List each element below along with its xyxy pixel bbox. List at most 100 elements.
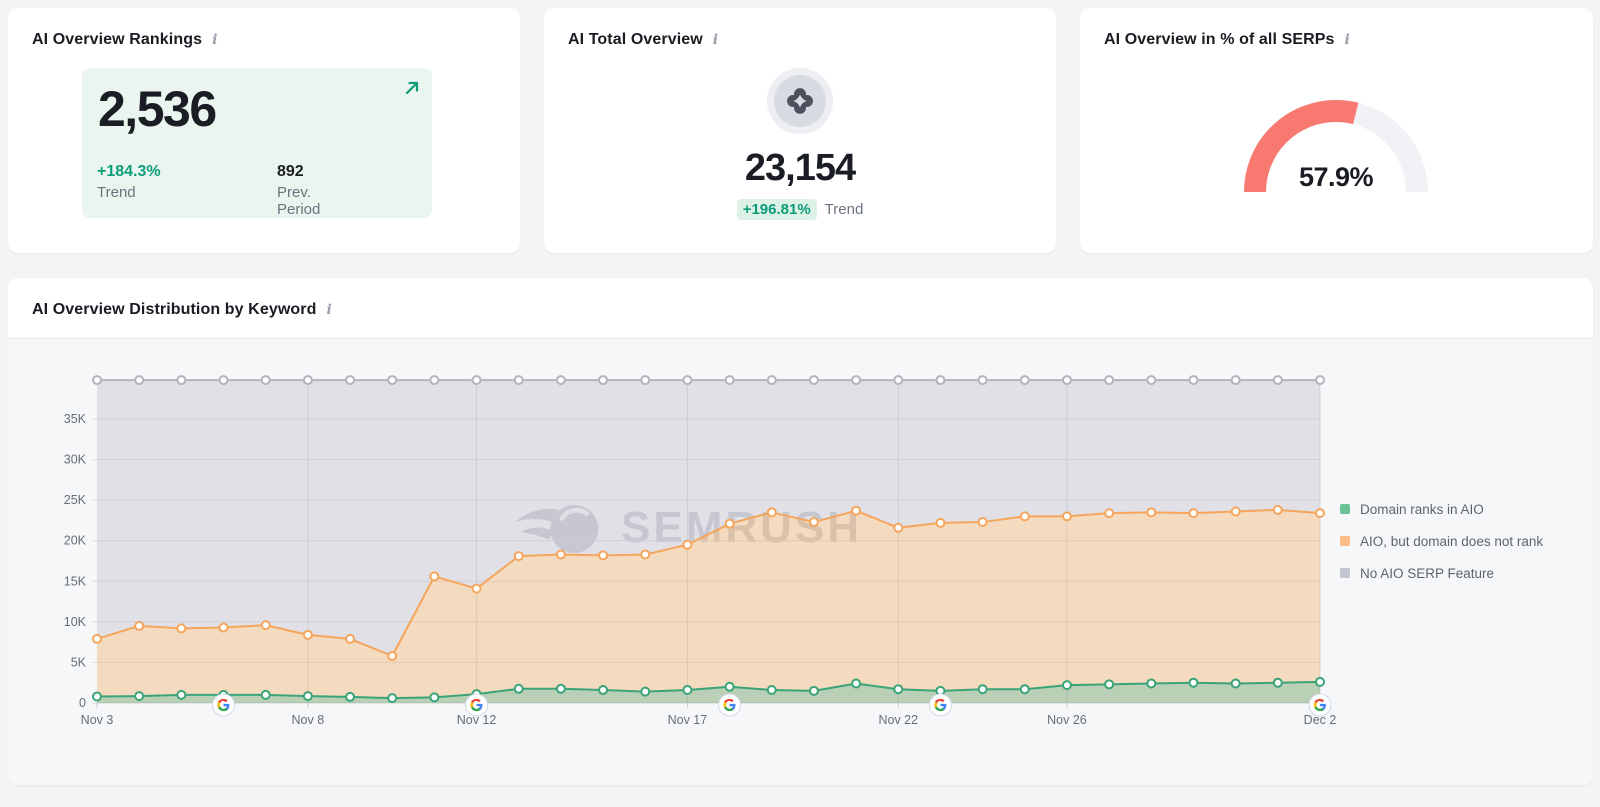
- data-point-marker: [682, 539, 693, 550]
- google-g-icon: [217, 698, 230, 712]
- prev-period-label: Prev. Period: [277, 184, 321, 218]
- area-bands: [97, 380, 1320, 703]
- data-point-marker: [893, 684, 904, 695]
- data-point-marker: [851, 505, 862, 516]
- data-point-marker: [977, 517, 988, 528]
- google-update-badge[interactable]: [212, 693, 236, 717]
- google-update-badge[interactable]: [465, 693, 489, 717]
- info-icon[interactable]: i: [212, 32, 218, 48]
- band-domain-ranks: [97, 681, 1320, 703]
- card-title: AI Overview Distribution by Keyword: [32, 301, 317, 318]
- legend-item[interactable]: AIO, but domain does not rank: [1340, 531, 1543, 551]
- info-icon[interactable]: i: [712, 32, 719, 48]
- data-point-marker: [513, 683, 524, 694]
- trend-label: Trend: [97, 184, 136, 201]
- data-point-marker: [1315, 676, 1325, 687]
- data-point-marker: [1061, 375, 1072, 386]
- google-update-badge[interactable]: [718, 693, 742, 717]
- data-point-marker: [345, 375, 356, 386]
- data-point-marker: [302, 629, 313, 640]
- rankings-highlight-box[interactable]: 2,536 +184.3% Trend 892 Prev. Period: [82, 68, 432, 218]
- y-tick-label: 15K: [64, 574, 87, 588]
- serps-gauge: 57.9%: [1236, 92, 1436, 204]
- x-tick-label: Nov 17: [668, 713, 708, 727]
- data-point-marker: [429, 692, 440, 703]
- data-point-marker: [513, 375, 524, 386]
- data-point-marker: [851, 375, 862, 386]
- google-update-badge[interactable]: [1308, 693, 1332, 717]
- x-tick-label: Nov 22: [878, 713, 918, 727]
- data-point-marker: [640, 686, 651, 697]
- y-tick-label: 0: [79, 696, 86, 710]
- x-tick-label: Nov 12: [457, 713, 497, 727]
- data-point-marker: [640, 375, 651, 386]
- prev-period-stat: 892 Prev. Period: [277, 163, 320, 218]
- y-tick-label: 10K: [64, 615, 87, 629]
- data-point-marker: [92, 375, 102, 386]
- legend-item[interactable]: No AIO SERP Feature: [1340, 563, 1543, 583]
- data-point-marker: [1230, 506, 1241, 517]
- prev-period-value: 892: [277, 163, 304, 180]
- data-point-marker: [724, 518, 735, 529]
- legend-label: No AIO SERP Feature: [1360, 565, 1495, 581]
- data-point-marker: [1019, 684, 1030, 695]
- legend-item[interactable]: Domain ranks in AIO: [1340, 499, 1543, 519]
- data-point-marker: [598, 375, 609, 386]
- data-point-marker: [134, 691, 145, 702]
- gauge-arc: [1244, 100, 1428, 193]
- card-title: AI Overview Rankings: [32, 31, 203, 48]
- data-point-marker: [345, 691, 356, 702]
- data-point-marker: [176, 689, 187, 700]
- data-point-marker: [513, 551, 524, 562]
- data-point-marker: [724, 681, 735, 692]
- data-point-marker: [1230, 678, 1241, 689]
- ai-sparkle-badge-inner: [774, 75, 826, 127]
- google-update-badge[interactable]: [928, 693, 952, 717]
- total-value: 23,154: [744, 147, 856, 189]
- data-point-marker: [1061, 511, 1072, 522]
- data-point-marker: [1188, 508, 1199, 519]
- data-point-marker: [977, 684, 988, 695]
- data-point-marker: [387, 650, 398, 661]
- data-point-marker: [808, 517, 819, 528]
- data-point-marker: [555, 549, 566, 560]
- data-point-marker: [1272, 375, 1283, 386]
- data-point-marker: [766, 685, 777, 696]
- legend-swatch: [1340, 568, 1350, 578]
- chart-panel: SEMRUSH 0 5K 10K 15K 20K 25K 30K 35K Nov 3 Nov 8 N…: [8, 339, 1593, 785]
- y-tick-label: 25K: [64, 493, 87, 507]
- info-icon[interactable]: i: [1344, 32, 1350, 48]
- data-point-marker: [1230, 375, 1241, 386]
- semrush-watermark-text: SEMRUSH: [621, 503, 862, 553]
- data-point-marker: [977, 375, 988, 386]
- data-point-marker: [766, 507, 777, 518]
- total-trend-row: +196.81% Trend: [736, 199, 863, 220]
- data-point-marker: [176, 375, 187, 386]
- data-point-marker: [429, 375, 440, 386]
- line-no-aio: [92, 375, 1325, 386]
- band-no-aio: [97, 380, 1320, 656]
- data-point-marker: [935, 375, 946, 386]
- data-point-marker: [218, 375, 229, 386]
- trend-badge: +196.81%: [736, 199, 817, 220]
- data-point-marker: [92, 633, 102, 644]
- card-ai-overview-percent-serps: AI Overview in % of all SERPs i 57.9%: [1080, 8, 1593, 253]
- divider: [8, 338, 1593, 339]
- band-aio-no-rank: [97, 509, 1320, 699]
- trend-value: +184.3%: [97, 163, 161, 180]
- trend-stat: +184.3% Trend: [97, 163, 161, 201]
- google-g-icon: [723, 698, 736, 712]
- rankings-value: 2,536: [98, 81, 217, 137]
- data-point-marker: [682, 685, 693, 696]
- data-point-marker: [176, 623, 187, 634]
- legend-swatch: [1340, 504, 1350, 514]
- arrow-up-right-icon[interactable]: [404, 80, 420, 101]
- info-icon[interactable]: i: [326, 302, 332, 318]
- data-point-marker: [260, 375, 271, 386]
- x-tick-label: Nov 26: [1047, 713, 1087, 727]
- x-tick-label: Dec 2: [1304, 713, 1337, 727]
- ai-sparkle-icon: [787, 88, 813, 114]
- data-point-marker: [1019, 375, 1030, 386]
- legend-swatch: [1340, 536, 1350, 546]
- total-body: 23,154 +196.81% Trend: [544, 68, 1056, 220]
